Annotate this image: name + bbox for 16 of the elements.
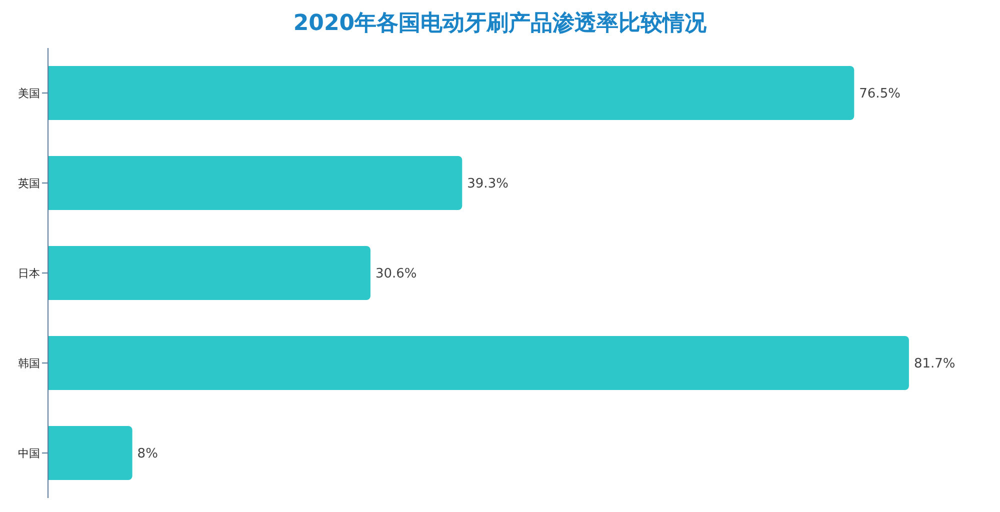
data-label: 30.6%	[375, 266, 417, 282]
y-tick-label: 美国	[18, 86, 40, 100]
data-label: 76.5%	[859, 86, 900, 102]
y-tick-label: 韩国	[18, 356, 40, 370]
chart-title: 2020年各国电动牙刷产品渗透率比较情况	[292, 10, 708, 38]
data-label: 39.3%	[467, 176, 508, 192]
y-tick-label: 日本	[18, 266, 40, 280]
bar	[48, 246, 370, 300]
bar	[48, 156, 462, 210]
bar	[48, 66, 854, 120]
y-tick-label: 英国	[18, 176, 40, 190]
y-tick-label: 中国	[18, 446, 40, 460]
bar	[48, 426, 132, 480]
data-label: 8%	[137, 446, 158, 462]
bar	[48, 336, 909, 390]
data-label: 81.7%	[914, 356, 956, 372]
